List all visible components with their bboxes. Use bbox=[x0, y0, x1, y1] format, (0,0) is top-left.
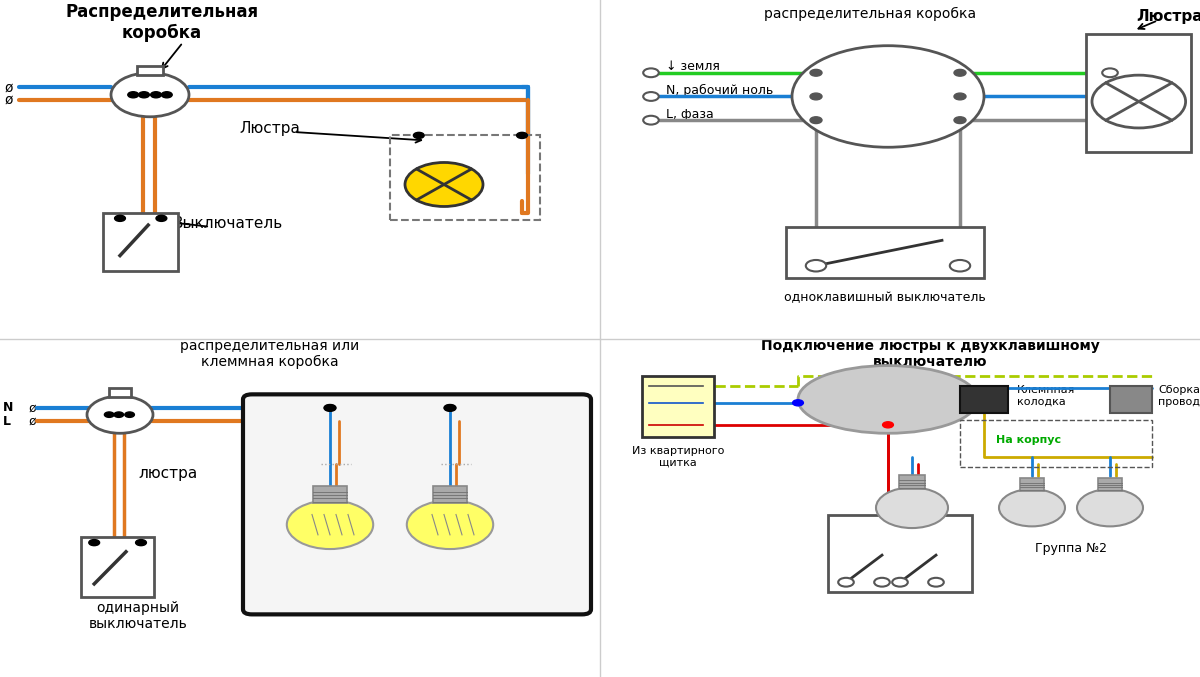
Text: Люстра: Люстра bbox=[240, 121, 300, 136]
Circle shape bbox=[104, 412, 114, 417]
Text: Люстра: Люстра bbox=[1136, 9, 1200, 24]
Text: ø: ø bbox=[5, 81, 13, 94]
Text: N: N bbox=[2, 401, 13, 414]
FancyBboxPatch shape bbox=[642, 376, 714, 437]
Circle shape bbox=[929, 578, 944, 586]
Circle shape bbox=[893, 578, 908, 586]
Circle shape bbox=[89, 540, 100, 546]
Circle shape bbox=[444, 404, 456, 411]
FancyBboxPatch shape bbox=[960, 386, 1008, 413]
FancyBboxPatch shape bbox=[1086, 34, 1190, 152]
Text: Из квартирного
щитка: Из квартирного щитка bbox=[632, 446, 724, 468]
Circle shape bbox=[876, 487, 948, 528]
FancyBboxPatch shape bbox=[103, 213, 178, 271]
Text: Подключение люстры к двухклавишному
выключателю: Подключение люстры к двухклавишному выкл… bbox=[761, 338, 1099, 369]
FancyBboxPatch shape bbox=[786, 227, 984, 278]
Circle shape bbox=[287, 500, 373, 549]
Circle shape bbox=[810, 69, 822, 76]
FancyBboxPatch shape bbox=[433, 485, 467, 502]
Ellipse shape bbox=[792, 45, 984, 147]
FancyBboxPatch shape bbox=[1110, 386, 1152, 413]
Circle shape bbox=[407, 500, 493, 549]
Circle shape bbox=[883, 422, 893, 428]
Circle shape bbox=[1092, 75, 1186, 128]
Ellipse shape bbox=[798, 366, 978, 433]
Circle shape bbox=[954, 69, 966, 76]
Text: ↓: ↓ bbox=[1104, 37, 1116, 51]
Circle shape bbox=[643, 68, 659, 77]
Circle shape bbox=[793, 399, 804, 406]
Circle shape bbox=[324, 404, 336, 411]
Circle shape bbox=[161, 91, 173, 98]
Circle shape bbox=[136, 540, 146, 546]
Circle shape bbox=[139, 91, 150, 98]
Circle shape bbox=[1078, 489, 1142, 527]
Circle shape bbox=[950, 260, 971, 271]
Text: ø: ø bbox=[29, 401, 36, 414]
Text: Сборка
проводов: Сборка проводов bbox=[1158, 385, 1200, 407]
Text: одноклавишный выключатель: одноклавишный выключатель bbox=[784, 291, 986, 305]
Text: Распределительная
коробка: Распределительная коробка bbox=[66, 3, 258, 42]
Circle shape bbox=[112, 72, 190, 116]
Circle shape bbox=[114, 412, 124, 417]
FancyBboxPatch shape bbox=[137, 66, 163, 75]
Text: ø: ø bbox=[29, 415, 36, 428]
Text: Группа №2: Группа №2 bbox=[1034, 542, 1108, 555]
Text: Клемнная
колодка: Клемнная колодка bbox=[1018, 385, 1075, 407]
Circle shape bbox=[413, 132, 425, 139]
FancyBboxPatch shape bbox=[899, 475, 925, 489]
FancyBboxPatch shape bbox=[242, 394, 592, 615]
Circle shape bbox=[1103, 68, 1118, 77]
Circle shape bbox=[954, 116, 966, 123]
Circle shape bbox=[151, 91, 161, 98]
Circle shape bbox=[954, 93, 966, 100]
FancyBboxPatch shape bbox=[1020, 478, 1044, 491]
Circle shape bbox=[88, 396, 154, 433]
Circle shape bbox=[125, 412, 134, 417]
Text: L: L bbox=[2, 415, 11, 428]
Circle shape bbox=[643, 116, 659, 125]
Circle shape bbox=[643, 92, 659, 101]
Circle shape bbox=[324, 405, 336, 411]
FancyBboxPatch shape bbox=[828, 515, 972, 592]
Circle shape bbox=[127, 91, 139, 98]
Circle shape bbox=[810, 116, 822, 123]
Circle shape bbox=[874, 578, 890, 586]
FancyBboxPatch shape bbox=[313, 485, 347, 502]
Circle shape bbox=[517, 132, 528, 139]
Circle shape bbox=[115, 215, 126, 221]
Text: одинарный
выключатель: одинарный выключатель bbox=[89, 601, 187, 631]
FancyBboxPatch shape bbox=[109, 388, 132, 397]
Circle shape bbox=[998, 489, 1066, 527]
Circle shape bbox=[810, 93, 822, 100]
Text: N: N bbox=[650, 396, 660, 410]
Text: PE: PE bbox=[650, 379, 666, 393]
Circle shape bbox=[444, 405, 456, 411]
FancyBboxPatch shape bbox=[1098, 478, 1122, 491]
Text: N, рабочий ноль: N, рабочий ноль bbox=[666, 84, 773, 97]
Text: L: L bbox=[650, 418, 658, 431]
Text: распределительная коробка: распределительная коробка bbox=[764, 7, 976, 20]
FancyBboxPatch shape bbox=[82, 536, 155, 597]
Circle shape bbox=[806, 260, 827, 271]
Text: Группа №1: Группа №1 bbox=[876, 542, 948, 555]
Text: ø: ø bbox=[5, 93, 13, 107]
Text: На корпус: На корпус bbox=[996, 435, 1061, 445]
Text: ↓ земля: ↓ земля bbox=[666, 60, 720, 73]
Circle shape bbox=[156, 215, 167, 221]
Circle shape bbox=[839, 578, 854, 586]
Text: распределительная или
клеммная коробка: распределительная или клеммная коробка bbox=[180, 338, 360, 369]
Text: лампа: лампа bbox=[1118, 135, 1159, 148]
Text: Выключатель: Выключатель bbox=[173, 216, 283, 231]
Circle shape bbox=[404, 162, 482, 206]
Text: люстра: люстра bbox=[138, 466, 198, 481]
Text: L, фаза: L, фаза bbox=[666, 108, 714, 121]
